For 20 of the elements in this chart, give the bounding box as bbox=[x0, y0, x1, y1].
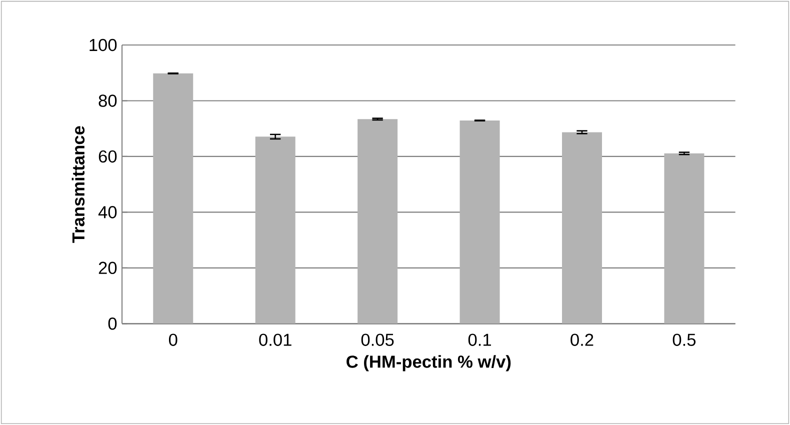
x-tick-label: 0.01 bbox=[259, 334, 292, 346]
bar bbox=[255, 136, 296, 324]
bar bbox=[358, 119, 398, 324]
x-tick-label: 0.05 bbox=[361, 334, 394, 346]
x-tick-label: 0.1 bbox=[468, 334, 491, 346]
bar bbox=[460, 120, 500, 324]
y-tick-label: 100 bbox=[90, 38, 117, 52]
y-tick-label: 40 bbox=[98, 206, 117, 218]
x-tick-label: 0.2 bbox=[570, 334, 594, 346]
x-axis-title: C (HM-pectin % w/v) bbox=[346, 355, 511, 372]
x-tick-label: 0.5 bbox=[672, 334, 696, 346]
bar bbox=[562, 132, 602, 324]
y-tick-label: 0 bbox=[108, 318, 117, 330]
y-tick-label: 60 bbox=[98, 150, 117, 163]
y-tick-label: 80 bbox=[98, 94, 117, 107]
bar bbox=[153, 73, 194, 324]
bar bbox=[664, 153, 704, 324]
y-axis-title: Transmittance bbox=[72, 126, 85, 243]
x-tick-label: 0 bbox=[168, 334, 178, 346]
y-tick-label: 20 bbox=[98, 262, 117, 274]
